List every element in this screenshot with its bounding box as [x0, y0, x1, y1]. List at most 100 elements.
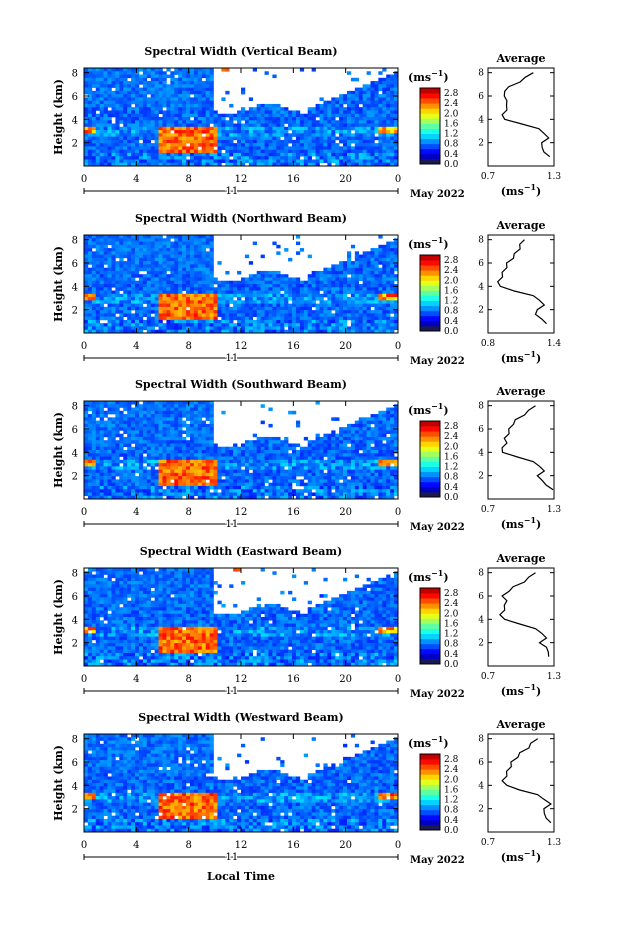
heatmap-cell [315, 143, 320, 147]
heatmap-cell [103, 97, 108, 101]
heatmap-cell [103, 300, 108, 304]
heatmap-cell [186, 84, 191, 88]
heatmap-cell [217, 117, 222, 121]
heatmap-cell [303, 159, 309, 164]
heatmap-cell [107, 463, 112, 467]
heatmap-cell [272, 162, 277, 167]
heatmap-cell [292, 133, 297, 137]
heatmap-cell [362, 162, 367, 167]
heatmap-cell [115, 254, 120, 259]
heatmap-cell [138, 238, 144, 242]
heatmap-cell [331, 130, 336, 134]
heatmap-cell [362, 319, 367, 324]
heatmap-cell [241, 136, 246, 141]
heatmap-cell [123, 323, 128, 327]
heatmap-cell [91, 257, 97, 262]
heatmap-cell [158, 469, 163, 474]
heatmap-cell [186, 430, 191, 434]
heatmap-cell [339, 293, 344, 298]
heatmap-cell [276, 133, 281, 137]
heatmap-cell [229, 146, 234, 150]
heatmap-cell [193, 284, 199, 288]
heatmap-cell [111, 290, 116, 295]
heatmap-cell [354, 264, 360, 268]
heatmap-cell [103, 427, 108, 431]
heatmap-cell [158, 287, 163, 291]
heatmap-cell [374, 280, 379, 285]
heatmap-cell [84, 254, 89, 259]
heatmap-cell [382, 306, 387, 311]
heatmap-cell [174, 303, 179, 308]
heatmap-cell [99, 326, 104, 331]
heatmap-cell [119, 143, 124, 147]
heatmap-cell [331, 97, 336, 101]
heatmap-cell [256, 107, 261, 111]
heatmap-cell [95, 326, 100, 331]
heatmap-cell [182, 84, 187, 88]
heatmap-cell [264, 120, 269, 124]
heatmap-cell [84, 310, 89, 314]
heatmap-cell [142, 433, 148, 438]
heatmap-cell [221, 287, 226, 291]
heatmap-cell [374, 254, 379, 259]
heatmap-cell [91, 469, 97, 474]
heatmap-cell [87, 270, 93, 275]
heatmap-cell [201, 103, 206, 108]
heatmap-cell [386, 297, 391, 301]
heatmap-cell [95, 414, 100, 418]
heatmap-cell [205, 414, 210, 418]
heatmap-cell [99, 433, 104, 438]
heatmap-cell [221, 456, 226, 461]
heatmap-cell [189, 71, 195, 75]
heatmap-cell [150, 156, 155, 160]
heatmap-cell [225, 479, 230, 483]
heatmap-cell [268, 303, 273, 308]
heatmap-cell [358, 159, 363, 164]
heatmap-cell [91, 126, 97, 131]
heatmap-cell [280, 159, 285, 164]
heatmap-cell [366, 270, 371, 275]
heatmap-cell [201, 316, 206, 321]
heatmap-cell [280, 284, 285, 288]
heatmap-cell [186, 443, 191, 448]
heatmap-cell [354, 87, 360, 92]
heatmap-cell [386, 133, 391, 137]
heatmap-cell [327, 159, 332, 164]
heatmap-cell [272, 300, 277, 304]
heatmap-cell [217, 313, 222, 317]
heatmap-cell [197, 414, 203, 418]
heatmap-cell [358, 290, 363, 295]
heatmap-cell [272, 123, 277, 128]
heatmap-cell [264, 284, 269, 288]
heatmap-cell [162, 433, 167, 438]
heatmap-cell [87, 303, 93, 308]
heatmap-cell [225, 472, 230, 477]
heatmap-cell [166, 316, 171, 321]
heatmap-cell [84, 81, 89, 85]
heatmap-cell [390, 277, 395, 282]
heatmap-cell [354, 280, 360, 285]
heatmap-cell [158, 472, 163, 477]
heatmap-cell [166, 430, 171, 434]
heatmap-cell [201, 97, 206, 101]
heatmap-cell [386, 264, 391, 268]
heatmap-cell [201, 81, 206, 85]
heatmap-cell [315, 270, 320, 275]
heatmap-cell [99, 495, 104, 500]
heatmap-cell [237, 287, 242, 291]
heatmap-cell [182, 456, 187, 461]
heatmap-cell [189, 297, 195, 301]
heatmap-cell [331, 113, 336, 118]
heatmap-cell [276, 110, 281, 115]
heatmap-cell [107, 401, 112, 405]
heatmap-cell [174, 117, 179, 121]
heatmap-cell [154, 143, 159, 147]
heatmap-cell [205, 117, 210, 121]
heatmap-cell [307, 287, 312, 291]
heatmap-cell [209, 84, 214, 88]
heatmap-cell [189, 290, 195, 295]
heatmap-cell [264, 133, 269, 137]
heatmap-cell [354, 303, 360, 308]
heatmap-cell [99, 482, 104, 487]
heatmap-cell [138, 469, 144, 474]
